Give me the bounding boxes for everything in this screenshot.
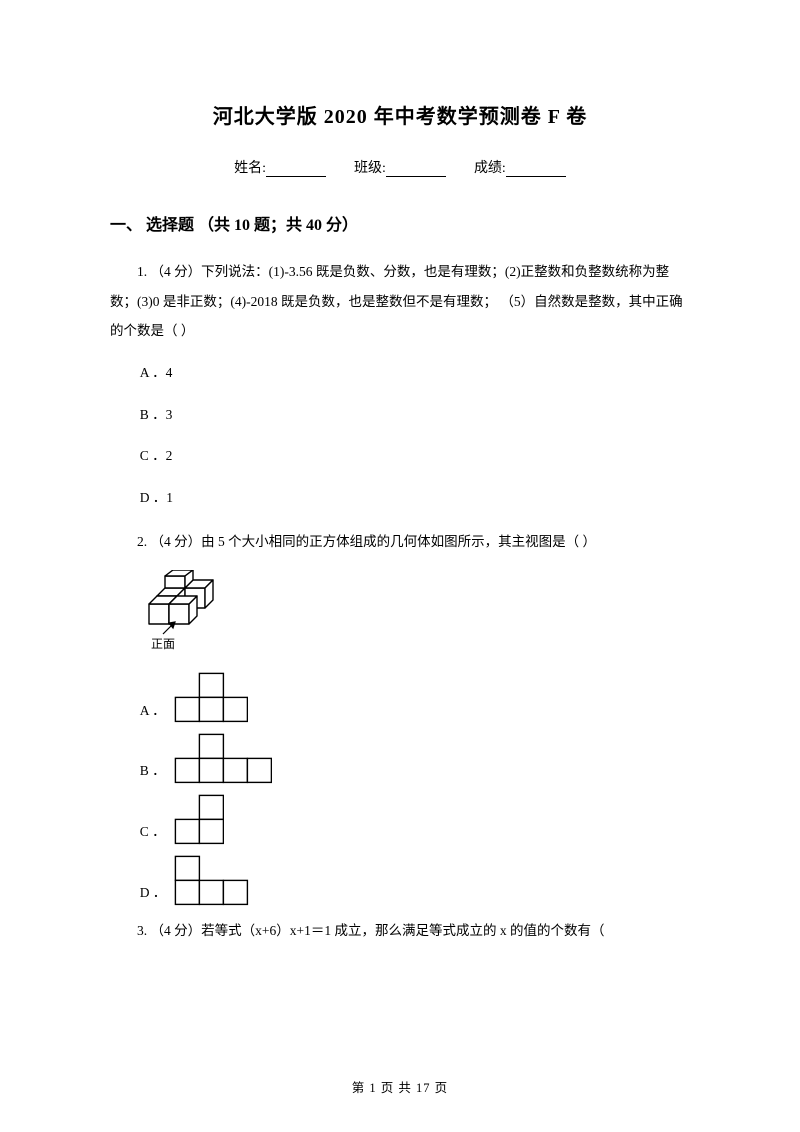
q3-text: 3. （4 分）若等式（x+6）x+1＝1 成立，那么满足等式成立的 x 的值的… xyxy=(110,916,690,946)
page-footer: 第 1 页 共 17 页 xyxy=(0,1077,800,1096)
q1-option-a: A ．4 xyxy=(140,360,690,386)
score-label: 成绩: xyxy=(474,157,506,177)
exam-page: 河北大学版 2020 年中考数学预测卷 F 卷 姓名: 班级: 成绩: 一、 选… xyxy=(0,0,800,999)
q2-option-c: C ． xyxy=(140,794,690,845)
name-blank xyxy=(266,163,326,177)
q2-d-label: D ． xyxy=(140,882,167,906)
q1-text: 1. （4 分）下列说法：(1)‐3.56 既是负数、分数，也是有理数；(2)正… xyxy=(110,257,690,346)
section-heading: 一、 选择题 （共 10 题；共 40 分） xyxy=(110,211,690,235)
q2-3d-figure: 正面 xyxy=(145,570,690,658)
front-label: 正面 xyxy=(151,637,175,651)
q2-c-shape xyxy=(174,794,225,845)
q2-text: 2. （4 分）由 5 个大小相同的正方体组成的几何体如图所示，其主视图是（ ） xyxy=(110,527,690,557)
q2-b-shape xyxy=(174,733,273,784)
score-blank xyxy=(506,163,566,177)
q2-a-label: A ． xyxy=(140,700,166,724)
exam-title: 河北大学版 2020 年中考数学预测卷 F 卷 xyxy=(110,100,690,129)
q2-option-b: B ． xyxy=(140,733,690,784)
q2-a-shape xyxy=(174,672,249,723)
q1-option-d: D ．1 xyxy=(140,485,690,511)
q2-c-label: C ． xyxy=(140,821,166,845)
q1-option-b: B ．3 xyxy=(140,402,690,428)
class-blank xyxy=(386,163,446,177)
class-label: 班级: xyxy=(354,157,386,177)
q2-b-label: B ． xyxy=(140,760,166,784)
q2-options: A ． B ． C ． D ． xyxy=(140,672,690,905)
q1-option-c: C ．2 xyxy=(140,443,690,469)
student-info-line: 姓名: 班级: 成绩: xyxy=(110,157,690,177)
q2-d-shape xyxy=(174,855,249,906)
q2-option-d: D ． xyxy=(140,855,690,906)
q2-option-a: A ． xyxy=(140,672,690,723)
q1-options: A ．4 B ．3 C ．2 D ．1 xyxy=(140,360,690,511)
name-label: 姓名: xyxy=(234,157,266,177)
